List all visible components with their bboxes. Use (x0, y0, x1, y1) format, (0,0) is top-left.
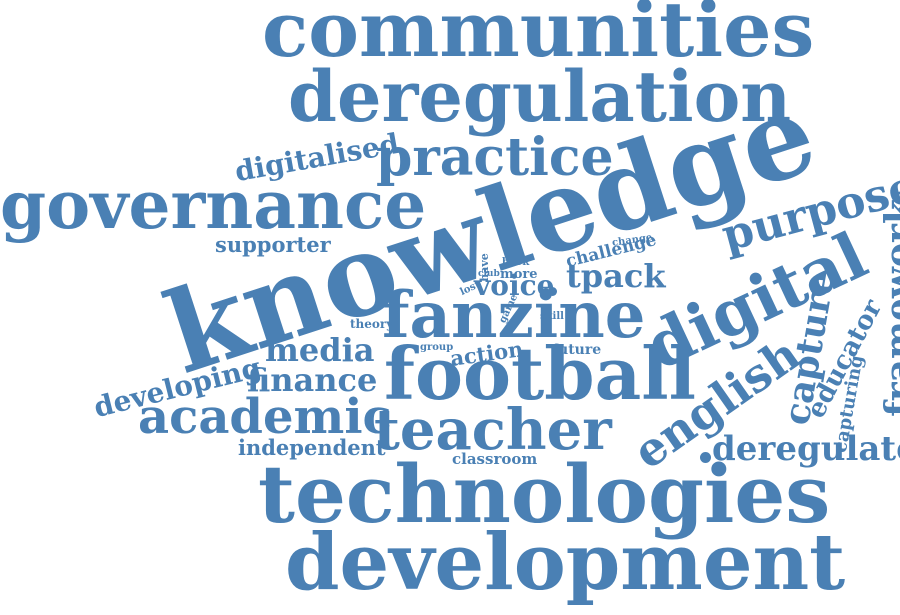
word-communities: communities (262, 0, 815, 74)
dot-marker (548, 287, 557, 296)
word-supporter: supporter (215, 232, 331, 257)
word-voice: voice (474, 269, 555, 302)
word-development: development (285, 517, 846, 608)
word-future: future (552, 342, 602, 358)
word-tpack: tpack (566, 257, 666, 295)
word-academic: academic (138, 389, 392, 445)
word-deregulated: deregulated (712, 429, 900, 469)
word-deregulation: deregulation (288, 55, 792, 138)
dot-marker-2 (700, 452, 711, 463)
word-teacher: teacher (374, 397, 612, 463)
word-independent: independent (238, 435, 386, 460)
word-fanzine: fanzine (382, 278, 646, 353)
word-group: group (420, 342, 454, 353)
word-finance: finance (247, 361, 378, 399)
word-media: media (265, 331, 375, 369)
word-skill: skill (540, 311, 564, 322)
word-technologies: technologies (258, 447, 831, 541)
word-club: club (478, 269, 500, 279)
word-governance: governance (0, 166, 427, 244)
word-football: football (384, 331, 696, 416)
word-more: more (500, 267, 538, 282)
word-theory: theory (350, 317, 394, 331)
word-book: book (502, 257, 530, 268)
word-practice: practice (376, 127, 614, 188)
word-classroom: classroom (452, 450, 538, 468)
